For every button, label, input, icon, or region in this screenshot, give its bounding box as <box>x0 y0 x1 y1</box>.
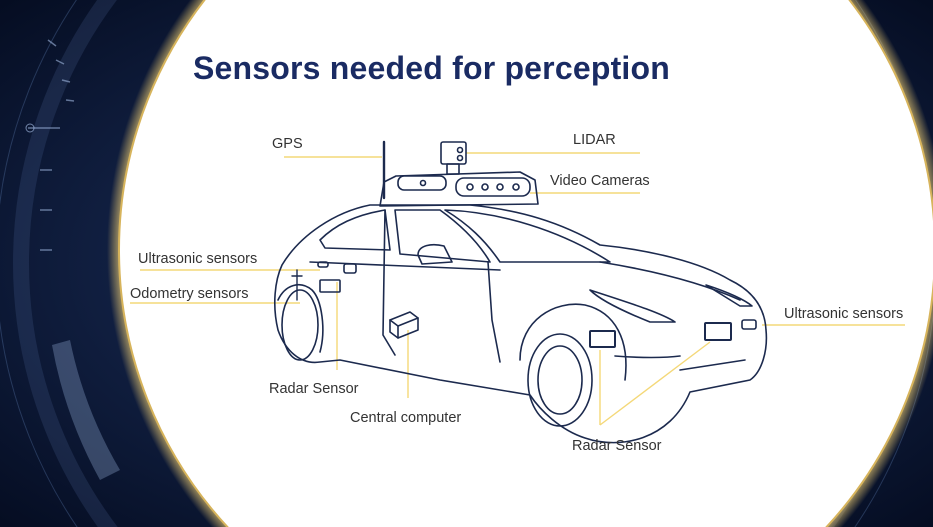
headlight <box>589 289 676 323</box>
headlight-right <box>705 284 753 307</box>
front-wheel-arch <box>519 303 627 381</box>
label-radar-left: Radar Sensor <box>269 381 359 397</box>
car-illustration <box>274 140 768 444</box>
rear-wheel-arch <box>277 284 324 353</box>
rear-radar-sensor <box>319 279 341 293</box>
label-video-cameras: Video Cameras <box>550 173 650 189</box>
roof-camera-left <box>397 175 447 191</box>
label-ultrasonic-left: Ultrasonic sensors <box>138 251 258 267</box>
front-radar-sensor-left <box>589 330 616 348</box>
roof-camera-bar <box>455 177 531 197</box>
hood-line <box>599 261 741 301</box>
callout-radar-right-b <box>599 341 711 426</box>
rear-window <box>319 209 391 251</box>
label-ultrasonic-right: Ultrasonic sensors <box>784 306 904 322</box>
door-line-front <box>487 261 501 363</box>
label-odometry: Odometry sensors <box>130 286 249 302</box>
lidar-mount <box>446 163 460 175</box>
door-line-rear <box>382 209 396 356</box>
decorative-arc <box>52 340 120 480</box>
door-handle <box>317 261 329 268</box>
central-computer-box <box>389 311 419 339</box>
dial-knob-icon <box>25 123 35 133</box>
belt-line <box>309 261 501 271</box>
rear-ultrasonic-sensor <box>343 263 357 274</box>
front-wheel <box>527 333 593 427</box>
label-gps: GPS <box>272 136 303 152</box>
front-ultrasonic-sensor <box>741 319 757 330</box>
front-side-window <box>394 209 491 263</box>
lower-grille <box>679 359 746 371</box>
roof-rack <box>379 171 539 207</box>
bumper-line <box>614 355 681 359</box>
rear-wheel <box>281 289 319 361</box>
label-central-computer: Central computer <box>350 410 462 426</box>
lens-background <box>118 0 933 527</box>
label-radar-right: Radar Sensor <box>572 438 662 454</box>
callout-lines <box>130 152 905 426</box>
front-radar-sensor-right <box>704 322 732 341</box>
front-rim <box>537 345 583 415</box>
side-mirror <box>417 243 453 265</box>
car-body <box>274 204 768 444</box>
slide-title: Sensors needed for perception <box>193 50 671 86</box>
windshield <box>444 209 611 263</box>
dial-ticks <box>28 39 75 251</box>
label-lidar: LIDAR <box>573 132 616 148</box>
